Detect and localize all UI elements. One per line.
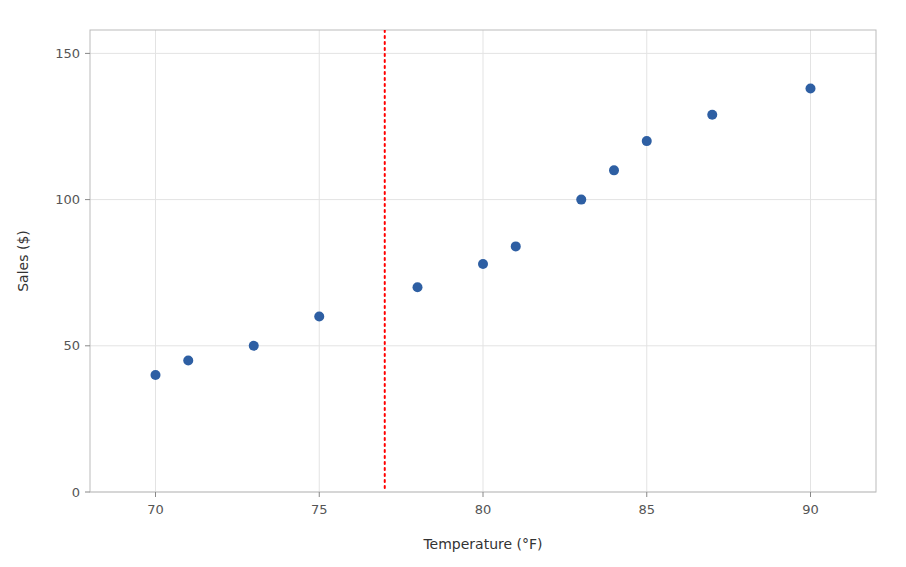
scatter-point	[478, 259, 488, 269]
chart: 70 75 80 85 90 0 50 100 150 Temperature (°F) Sales…	[0, 0, 906, 567]
y-tick	[85, 53, 90, 54]
grid-line	[155, 30, 156, 492]
scatter-point	[314, 312, 324, 322]
x-tick	[319, 492, 320, 497]
x-tick-label: 70	[147, 502, 164, 517]
scatter-point	[249, 341, 259, 351]
axes: 70 75 80 85 90 0 50 100 150	[55, 46, 819, 517]
scatter-point	[806, 83, 816, 93]
x-tick	[646, 492, 647, 497]
x-tick-label: 85	[638, 502, 655, 517]
x-tick	[155, 492, 156, 497]
y-tick-label: 150	[55, 46, 80, 61]
grid-line	[90, 53, 876, 54]
plot-frame	[90, 30, 876, 492]
y-tick	[85, 345, 90, 346]
x-tick-label: 90	[802, 502, 819, 517]
chart-container: 70 75 80 85 90 0 50 100 150 Temperature (°F) Sales…	[0, 0, 906, 567]
scatter-point	[707, 110, 717, 120]
y-tick	[85, 492, 90, 493]
x-tick-label: 75	[311, 502, 328, 517]
y-tick	[85, 199, 90, 200]
scatter-point	[183, 355, 193, 365]
x-tick	[483, 492, 484, 497]
x-axis-label: Temperature (°F)	[422, 536, 542, 552]
y-tick-label: 0	[72, 485, 80, 500]
y-tick-label: 50	[63, 338, 80, 353]
plot-area	[151, 30, 816, 492]
scatter-point	[413, 282, 423, 292]
scatter-point	[151, 370, 161, 380]
scatter-point	[642, 136, 652, 146]
x-tick	[810, 492, 811, 497]
scatter-point	[576, 195, 586, 205]
y-tick-label: 100	[55, 192, 80, 207]
grid-line	[646, 30, 647, 492]
grid-line	[90, 199, 876, 200]
grid-line	[319, 30, 320, 492]
grid-line	[90, 345, 876, 346]
reference-line	[384, 30, 386, 492]
grid	[90, 30, 876, 492]
scatter-point	[609, 165, 619, 175]
y-axis-label: Sales ($)	[15, 230, 31, 292]
x-tick-label: 80	[475, 502, 492, 517]
grid-line	[810, 30, 811, 492]
scatter-point	[511, 241, 521, 251]
